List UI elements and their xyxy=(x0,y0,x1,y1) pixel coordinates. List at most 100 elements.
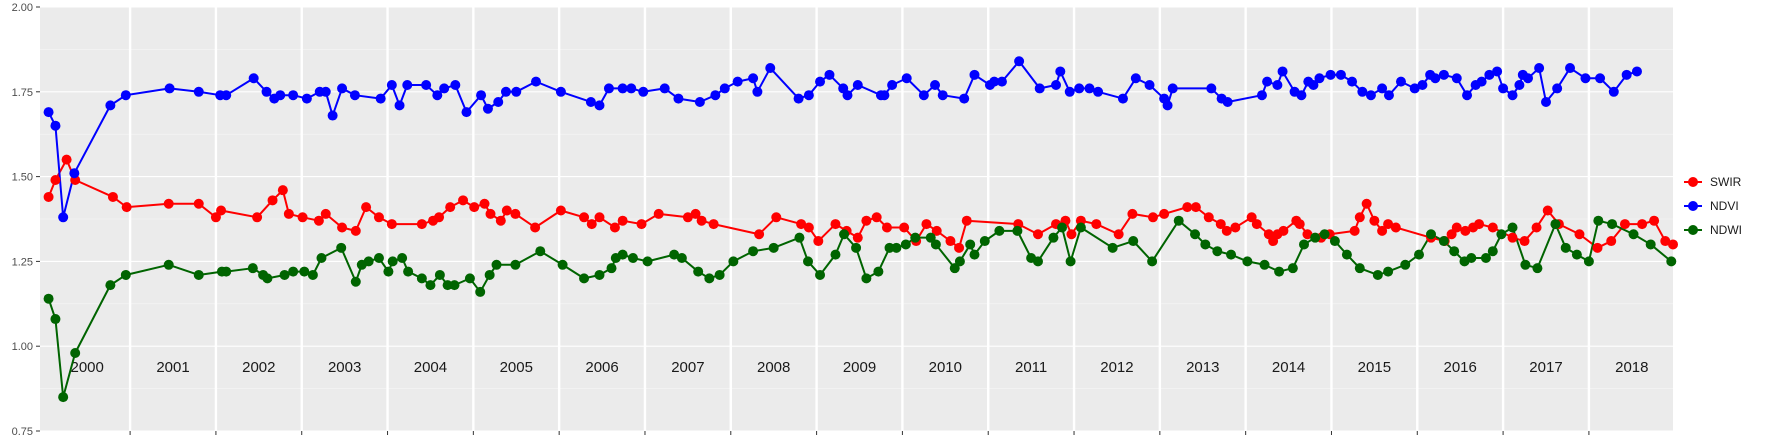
data-point-ndwi xyxy=(851,242,862,253)
data-point-swir xyxy=(1230,222,1241,233)
data-point-ndwi xyxy=(1593,215,1604,226)
data-point-ndvi xyxy=(50,120,61,131)
data-point-swir xyxy=(1246,212,1257,223)
year-label: 2014 xyxy=(1272,359,1305,376)
data-point-swir xyxy=(469,202,480,213)
data-point-ndvi xyxy=(752,86,763,97)
data-point-ndwi xyxy=(839,229,850,240)
data-point-ndwi xyxy=(1200,239,1211,250)
data-point-ndvi xyxy=(1130,73,1141,84)
data-point-ndwi xyxy=(1319,229,1330,240)
data-point-ndwi xyxy=(884,242,895,253)
data-point-swir xyxy=(796,219,807,230)
data-point-ndvi xyxy=(1621,69,1632,80)
data-point-swir xyxy=(313,215,324,226)
data-point-ndvi xyxy=(275,90,286,101)
data-point-ndwi xyxy=(434,269,445,280)
data-point-ndwi xyxy=(606,263,617,274)
year-labels: 2000 2001 2002 2003 2004 2005 2006 2007 2008 2009… xyxy=(71,359,1649,376)
data-point-swir xyxy=(861,215,872,226)
data-point-swir xyxy=(899,222,910,233)
data-point-swir xyxy=(530,222,541,233)
data-point-ndvi xyxy=(500,86,511,97)
data-point-ndwi xyxy=(642,256,653,267)
data-point-ndwi xyxy=(1571,249,1582,260)
data-point-ndwi xyxy=(1341,249,1352,260)
data-point-ndwi xyxy=(350,276,361,287)
data-point-ndwi xyxy=(1242,256,1253,267)
data-point-ndwi xyxy=(383,266,394,277)
data-point-ndvi xyxy=(394,100,405,111)
data-point-ndvi xyxy=(694,96,705,107)
data-point-swir xyxy=(297,212,308,223)
data-point-swir xyxy=(945,236,956,247)
data-point-ndvi xyxy=(1534,63,1545,74)
data-point-swir xyxy=(337,222,348,233)
data-point-swir xyxy=(373,212,384,223)
data-point-ndwi xyxy=(58,392,69,403)
data-point-ndwi xyxy=(1057,222,1068,233)
data-point-swir xyxy=(283,208,294,219)
data-point-ndvi xyxy=(461,107,472,118)
data-point-ndwi xyxy=(1414,249,1424,260)
data-point-ndvi xyxy=(1308,80,1319,91)
data-point-swir xyxy=(1507,232,1518,243)
legend-key-swir xyxy=(1688,177,1698,187)
data-point-ndwi xyxy=(1012,225,1023,236)
data-point-ndwi xyxy=(442,280,453,291)
data-point-ndwi xyxy=(425,280,436,291)
data-point-swir xyxy=(1182,202,1193,213)
data-point-ndvi xyxy=(1507,90,1518,101)
data-point-ndvi xyxy=(105,100,116,111)
data-point-ndwi xyxy=(336,242,347,253)
data-point-ndwi xyxy=(1383,266,1394,277)
data-point-ndvi xyxy=(1144,80,1155,91)
data-point-ndvi xyxy=(337,83,348,94)
data-point-ndvi xyxy=(1256,90,1267,101)
data-point-swir xyxy=(1668,239,1678,250)
data-point-ndwi xyxy=(163,259,174,270)
data-point-swir xyxy=(121,202,132,213)
data-point-ndvi xyxy=(937,90,948,101)
data-point-ndwi xyxy=(1354,263,1365,274)
data-point-swir xyxy=(50,174,61,185)
data-point-ndvi xyxy=(1552,83,1563,94)
data-point-ndvi xyxy=(1162,100,1173,111)
data-point-swir xyxy=(1113,229,1124,240)
data-point-swir xyxy=(1349,225,1360,236)
data-point-swir xyxy=(434,212,445,223)
data-point-ndvi xyxy=(120,90,131,101)
data-point-ndwi xyxy=(830,249,841,260)
data-point-ndvi xyxy=(1492,66,1503,77)
year-label: 2004 xyxy=(414,359,447,376)
data-point-swir xyxy=(216,205,227,216)
data-point-ndwi xyxy=(579,273,590,284)
data-point-ndvi xyxy=(1417,80,1428,91)
data-point-ndwi xyxy=(794,232,805,243)
data-point-ndvi xyxy=(1365,90,1376,101)
data-point-ndvi xyxy=(261,86,272,97)
data-point-swir xyxy=(813,236,824,247)
data-point-ndvi xyxy=(43,107,54,118)
data-point-ndwi xyxy=(969,249,980,260)
data-point-ndwi xyxy=(949,263,960,274)
data-point-ndvi xyxy=(432,90,443,101)
legend-key-ndvi xyxy=(1688,201,1698,211)
major-gridlines xyxy=(40,6,1673,432)
data-point-ndvi xyxy=(301,93,312,104)
data-point-swir xyxy=(754,229,765,240)
data-point-ndvi xyxy=(555,86,566,97)
data-point-ndwi xyxy=(627,253,638,264)
data-point-swir xyxy=(609,222,620,233)
data-point-ndwi xyxy=(900,239,911,250)
data-point-ndwi xyxy=(491,259,502,270)
data-point-ndvi xyxy=(842,90,853,101)
data-point-ndvi xyxy=(1167,83,1178,94)
data-point-ndvi xyxy=(1272,80,1283,91)
data-point-ndwi xyxy=(693,266,704,277)
data-point-ndvi xyxy=(476,90,487,101)
data-point-swir xyxy=(871,212,882,223)
data-point-ndvi xyxy=(193,86,204,97)
data-point-swir xyxy=(803,222,814,233)
data-point-ndwi xyxy=(1496,229,1507,240)
